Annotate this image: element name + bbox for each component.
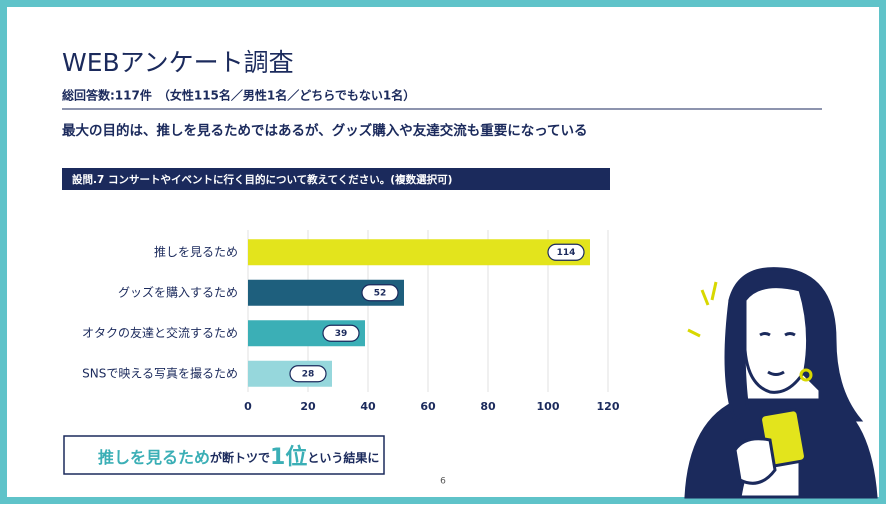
illustration: [684, 267, 878, 499]
x-tick-label: 120: [597, 400, 620, 413]
x-tick-label: 60: [420, 400, 436, 413]
value-pill: [289, 365, 327, 383]
value-pill: [547, 243, 585, 261]
chart: 0 20 40 60 80 100 120 推しを見るため 114 グッズを購入するため 52 オタク…: [82, 230, 620, 413]
conclusion-part: が断トツで: [210, 450, 270, 465]
page-number: 6: [440, 477, 446, 487]
conclusion-text: 推しを見るためが断トツで1位という結果に: [98, 444, 379, 470]
conclusion-part: 1位: [270, 444, 307, 470]
value-label: 28: [302, 369, 315, 379]
conclusion-part: 推しを見るため: [98, 448, 210, 467]
value-pill: [322, 324, 360, 342]
y-tick-label: オタクの友達と交流するため: [82, 325, 238, 340]
value-label: 114: [557, 248, 576, 258]
value-label: 39: [335, 329, 348, 339]
y-tick-label: グッズを購入するため: [118, 284, 238, 299]
value-label: 52: [374, 288, 387, 298]
x-tick-label: 20: [300, 400, 316, 413]
x-tick-label: 100: [537, 400, 560, 413]
question-banner: [62, 168, 610, 190]
question: 設問.7 コンサートやイベントに行く目的について教えてください。(複数選択可): [72, 173, 452, 186]
x-tick-label: 40: [360, 400, 376, 413]
y-tick-label: 推しを見るため: [154, 245, 238, 259]
y-tick-label: SNSで映える写真を撮るため: [82, 366, 238, 380]
subtitle: 総回答数:117件 （女性115名／男性1名／どちらでもない1名）: [62, 88, 415, 103]
conclusion-box: [63, 435, 385, 475]
x-tick-label: 0: [244, 400, 252, 413]
bar: [248, 239, 590, 266]
value-pill: [361, 284, 399, 302]
title: WEBアンケート調査: [62, 48, 294, 77]
conclusion-part: という結果に: [307, 450, 379, 465]
x-tick-label: 80: [480, 400, 496, 413]
headline: 最大の目的は、推しを見るためではあるが、グッズ購入や友達交流も重要になっている: [62, 122, 588, 139]
